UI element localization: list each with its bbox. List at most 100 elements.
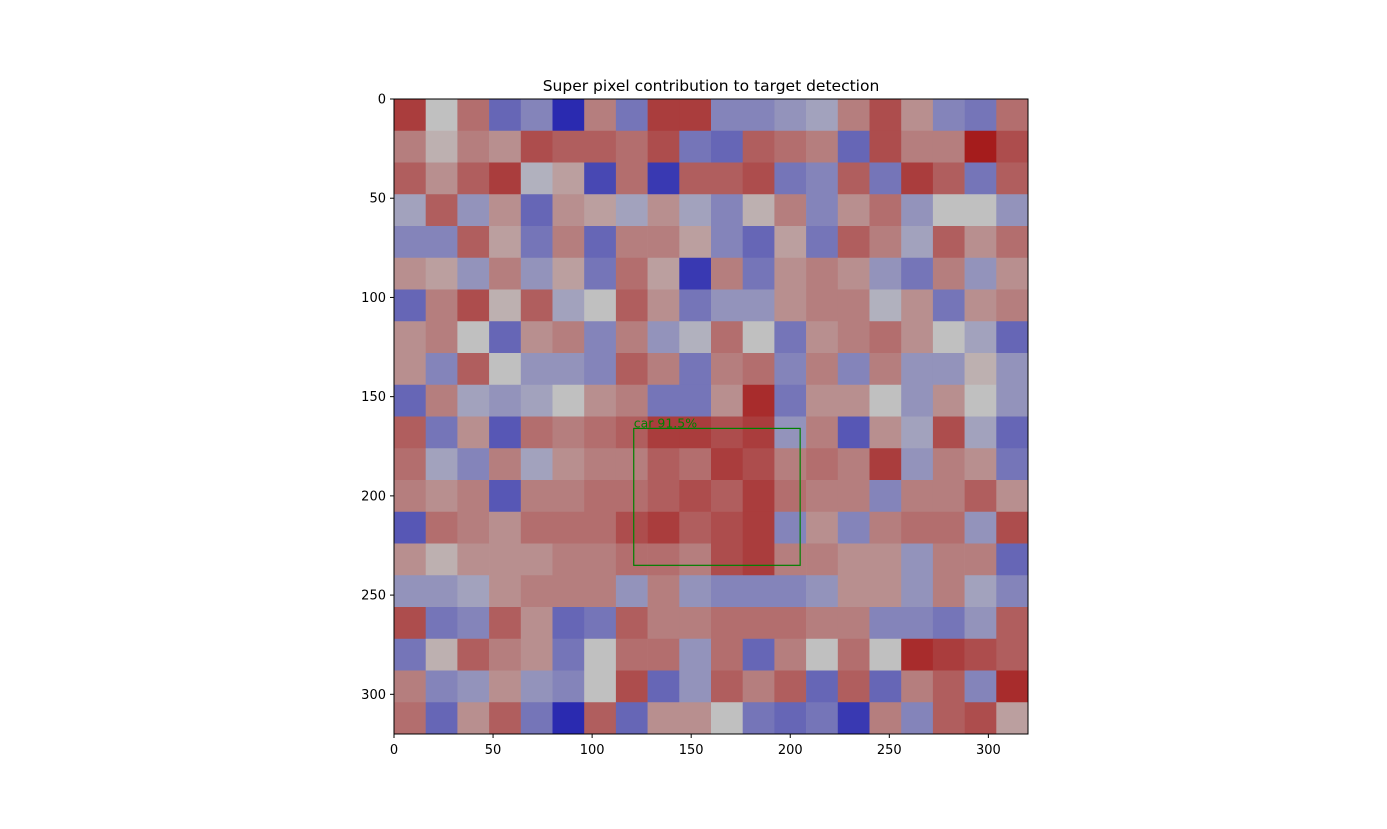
heatmap-cell — [869, 99, 902, 132]
heatmap-cell — [837, 194, 870, 227]
heatmap-cell — [647, 321, 680, 354]
heatmap-cell — [742, 289, 775, 322]
y-tick-label: 150 — [361, 390, 386, 405]
heatmap-cell — [774, 353, 807, 386]
heatmap-cell — [806, 257, 839, 290]
heatmap-cell — [425, 162, 458, 195]
heatmap-cell — [837, 321, 870, 354]
heatmap-cell — [425, 321, 458, 354]
heatmap-cell — [457, 194, 490, 227]
heatmap-cell — [647, 289, 680, 322]
heatmap-cell — [806, 384, 839, 417]
heatmap-cell — [901, 162, 934, 195]
heatmap-cell — [774, 226, 807, 259]
heatmap-cell — [932, 607, 965, 640]
heatmap-cell — [869, 321, 902, 354]
heatmap-cell — [457, 607, 490, 640]
heatmap-cell — [679, 416, 712, 449]
heatmap-cell — [711, 353, 743, 386]
heatmap-cell — [552, 480, 585, 513]
heatmap-cell — [996, 257, 1029, 290]
heatmap-cell — [647, 702, 680, 735]
heatmap-cell — [837, 575, 870, 608]
heatmap-cell — [615, 289, 648, 322]
heatmap-cell — [520, 670, 553, 703]
heatmap-cell — [742, 511, 775, 544]
heatmap-cell — [932, 384, 965, 417]
heatmap-cell — [489, 448, 522, 481]
heatmap-cell — [996, 353, 1029, 386]
heatmap-cell — [615, 575, 648, 608]
heatmap-cell — [774, 448, 807, 481]
heatmap-cell — [932, 130, 965, 163]
heatmap-cell — [647, 480, 680, 513]
heatmap-cell — [964, 321, 997, 354]
heatmap-cell — [489, 480, 522, 513]
heatmap-cell — [457, 384, 490, 417]
heatmap-cell — [711, 321, 743, 354]
y-tick-label: 100 — [361, 291, 386, 306]
heatmap-cell — [901, 289, 934, 322]
heatmap-cell — [552, 162, 585, 195]
heatmap-cell — [996, 130, 1029, 163]
heatmap-cell — [932, 226, 965, 259]
heatmap-cell — [837, 607, 870, 640]
heatmap-cell — [711, 448, 743, 481]
heatmap-cell — [647, 99, 680, 132]
heatmap-cell — [520, 543, 553, 576]
heatmap-cell — [869, 416, 902, 449]
heatmap-cell — [552, 194, 585, 227]
heatmap-cell — [996, 99, 1029, 132]
heatmap-cell — [394, 257, 426, 290]
heatmap-cell — [964, 511, 997, 544]
heatmap-cell — [932, 480, 965, 513]
heatmap-cell — [742, 99, 775, 132]
heatmap-cell — [774, 416, 807, 449]
heatmap-cell — [996, 321, 1029, 354]
heatmap-cell — [520, 384, 553, 417]
heatmap-cell — [964, 130, 997, 163]
heatmap-cell — [742, 480, 775, 513]
heatmap-cell — [615, 353, 648, 386]
heatmap-cell — [520, 194, 553, 227]
heatmap-cell — [932, 416, 965, 449]
heatmap-cell — [932, 448, 965, 481]
heatmap-cell — [552, 607, 585, 640]
heatmap-cell — [711, 575, 743, 608]
heatmap-cell — [869, 638, 902, 671]
heatmap-cell — [552, 130, 585, 163]
heatmap-cell — [584, 353, 617, 386]
heatmap-cell — [837, 638, 870, 671]
heatmap-cell — [742, 162, 775, 195]
heatmap-cell — [489, 162, 522, 195]
heatmap-cell — [520, 321, 553, 354]
heatmap-cell — [869, 575, 902, 608]
heatmap-cell — [394, 670, 426, 703]
heatmap-cell — [489, 702, 522, 735]
heatmap-cell — [615, 162, 648, 195]
heatmap-cell — [457, 575, 490, 608]
heatmap-cell — [711, 257, 743, 290]
heatmap-cell — [647, 448, 680, 481]
heatmap-cell — [774, 257, 807, 290]
heatmap-cell — [711, 384, 743, 417]
heatmap-cell — [647, 130, 680, 163]
heatmap-cell — [774, 99, 807, 132]
heatmap-cell — [584, 670, 617, 703]
heatmap-cell — [711, 638, 743, 671]
heatmap-cell — [964, 416, 997, 449]
x-tick-label: 150 — [679, 743, 704, 758]
heatmap-cell — [711, 543, 743, 576]
x-tick-label: 0 — [390, 743, 398, 758]
heatmap-cell — [774, 607, 807, 640]
heatmap-cell — [584, 480, 617, 513]
y-tick-label: 50 — [369, 192, 386, 207]
heatmap-cell — [520, 289, 553, 322]
heatmap-cell — [394, 99, 426, 132]
heatmap-cell — [520, 130, 553, 163]
heatmap-cell — [711, 99, 743, 132]
heatmap-cell — [647, 353, 680, 386]
heatmap-cell — [996, 638, 1029, 671]
heatmap-cell — [964, 384, 997, 417]
